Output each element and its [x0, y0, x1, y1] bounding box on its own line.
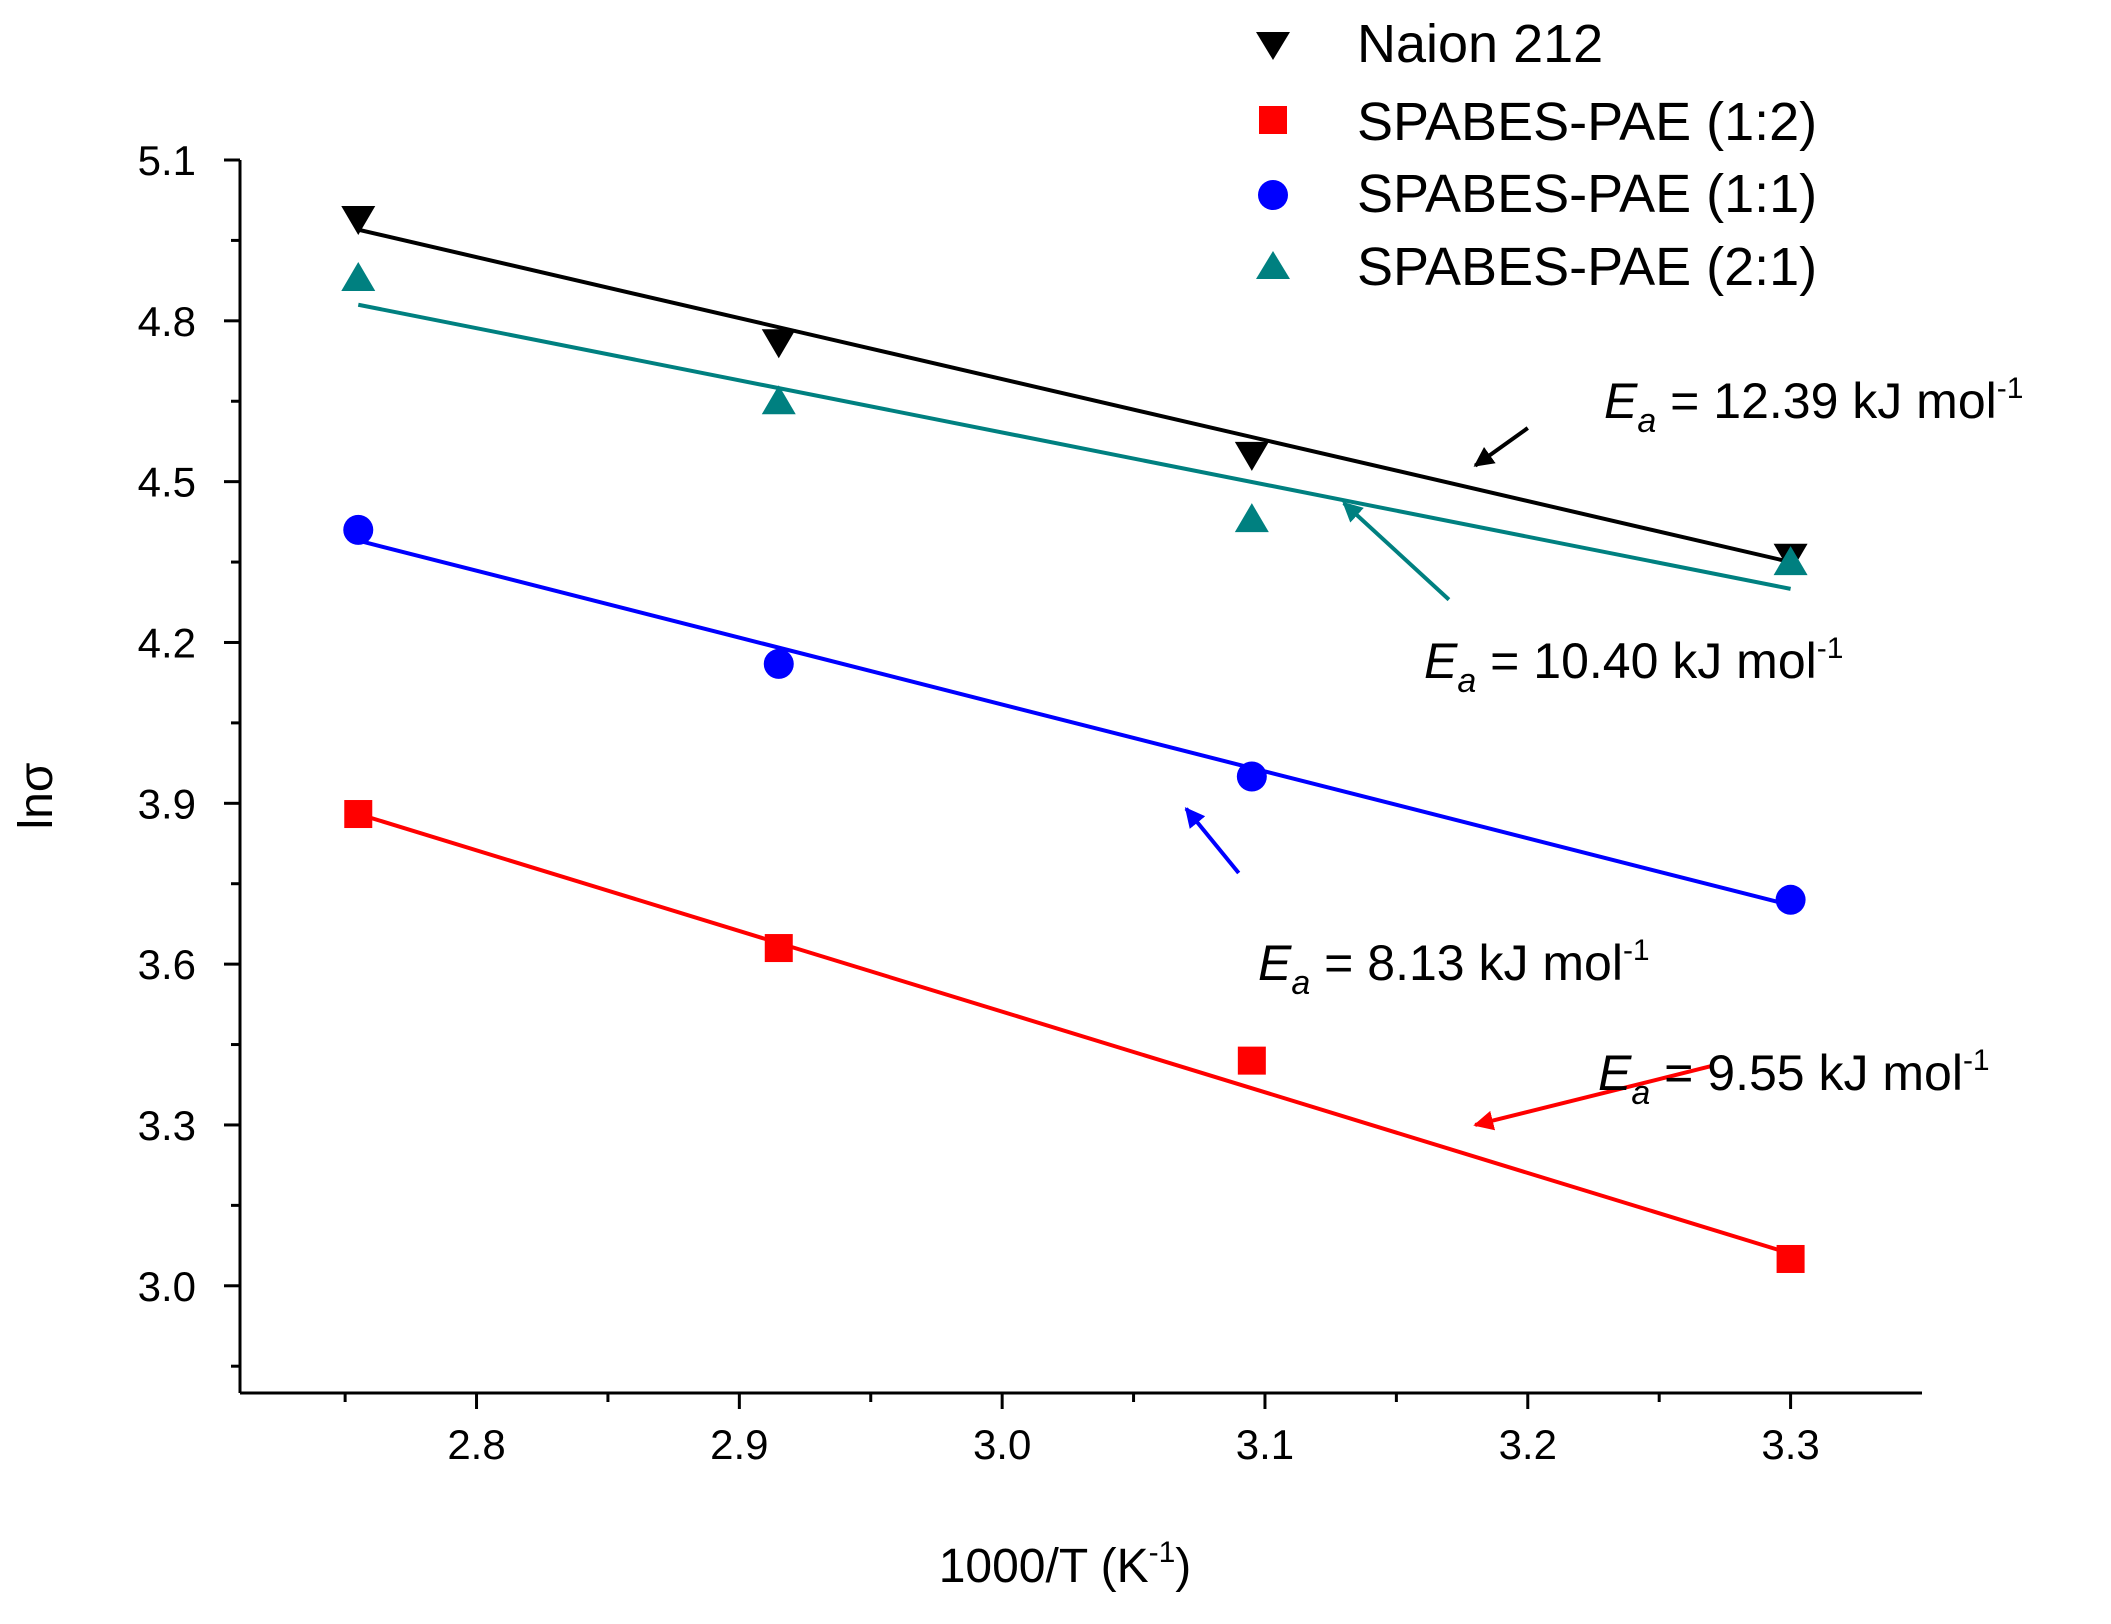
ea-symbol: E: [1604, 373, 1638, 429]
data-point: [341, 205, 376, 235]
y-axis-title: lnσ: [10, 763, 63, 830]
data-point: [763, 648, 794, 679]
data-point: [344, 800, 373, 829]
y-tick-label: 4.8: [138, 298, 196, 345]
annotation-arrow: [1473, 1064, 1713, 1131]
data-point: [1234, 503, 1269, 533]
x-tick-label: 3.3: [1761, 1421, 1819, 1468]
annotation-arrow: [1473, 426, 1529, 468]
data-point: [761, 385, 796, 415]
fit-line: [357, 302, 1791, 591]
legend-label: SPABES-PAE (1:1): [1357, 164, 1817, 224]
ea-value: = 10.40 kJ mol: [1476, 633, 1816, 689]
y-tick-label: 3.3: [138, 1102, 196, 1149]
ea-superscript: -1: [1997, 372, 2024, 405]
data-point: [761, 329, 796, 359]
ea-symbol: E: [1258, 935, 1292, 991]
x-tick-label: 3.2: [1499, 1421, 1557, 1468]
data-point: [1236, 761, 1267, 792]
legend-label: SPABES-PAE (1:2): [1357, 92, 1817, 152]
ea-subscript: a: [1637, 402, 1656, 440]
legend-label: SPABES-PAE (2:1): [1357, 237, 1817, 297]
ea-value: = 9.55 kJ mol: [1650, 1045, 1963, 1101]
legend-marker-triangle-up: [1256, 251, 1290, 279]
x-tick-label: 3.0: [973, 1421, 1031, 1468]
data-point: [343, 514, 374, 545]
x-axis-title-suffix: ): [1175, 1540, 1191, 1593]
ea-superscript: -1: [1623, 934, 1650, 967]
data-point: [1775, 884, 1806, 915]
activation-energy-label: Ea = 12.39 kJ mol-1: [1604, 372, 2023, 440]
annotation-arrow: [1342, 501, 1451, 602]
legend-marker-circle: [1258, 180, 1288, 210]
ea-value: = 8.13 kJ mol: [1310, 935, 1623, 991]
x-axis-title-sup: -1: [1149, 1536, 1176, 1569]
y-tick-label: 3.6: [138, 941, 196, 988]
x-tick-label: 3.1: [1236, 1421, 1294, 1468]
ea-subscript: a: [1457, 662, 1476, 700]
data-point: [1776, 1244, 1805, 1273]
x-tick-label: 2.9: [710, 1421, 768, 1468]
legend-marker-triangle-down: [1256, 32, 1290, 60]
data-point: [1234, 441, 1269, 471]
legend-marker-square: [1259, 106, 1287, 134]
ea-subscript: a: [1291, 964, 1310, 1002]
y-tick-label: 4.2: [138, 619, 196, 666]
data-point: [341, 261, 376, 291]
legend-item-naion: Naion 212: [1256, 14, 1603, 74]
data-point: [1237, 1046, 1266, 1075]
legend-item-spabes-1-1: SPABES-PAE (1:1): [1258, 164, 1817, 224]
ea-value: = 12.39 kJ mol: [1656, 373, 1996, 429]
legend-item-spabes-1-2: SPABES-PAE (1:2): [1259, 92, 1817, 152]
activation-energy-label: Ea = 8.13 kJ mol-1: [1258, 934, 1650, 1002]
x-tick-label: 2.8: [447, 1421, 505, 1468]
ea-superscript: -1: [1817, 632, 1844, 665]
ea-superscript: -1: [1963, 1044, 1990, 1077]
activation-energy-label: Ea = 9.55 kJ mol-1: [1598, 1044, 1990, 1112]
annotation-arrow: [1184, 807, 1241, 875]
ea-symbol: E: [1424, 633, 1458, 689]
activation-energy-label: Ea = 10.40 kJ mol-1: [1424, 632, 1843, 700]
y-tick-label: 3.9: [138, 780, 196, 827]
data-point: [1773, 546, 1808, 576]
legend-item-spabes-2-1: SPABES-PAE (2:1): [1256, 237, 1817, 297]
y-tick-label: 4.5: [138, 459, 196, 506]
x-axis-title: 1000/T (K-1): [939, 1536, 1192, 1593]
x-axis-title-main: 1000/T (K: [939, 1540, 1149, 1593]
fit-line: [357, 227, 1792, 565]
fit-line: [357, 812, 1792, 1256]
y-tick-label: 5.1: [138, 137, 196, 184]
legend: Naion 212 SPABES-PAE (1:2) SPABES-PAE (1…: [1256, 14, 1817, 297]
data-point: [764, 934, 793, 963]
legend-label: Naion 212: [1357, 14, 1603, 74]
y-tick-label: 3.0: [138, 1263, 196, 1310]
fit-line: [357, 538, 1792, 908]
ea-symbol: E: [1598, 1045, 1632, 1101]
ea-subscript: a: [1631, 1074, 1650, 1112]
